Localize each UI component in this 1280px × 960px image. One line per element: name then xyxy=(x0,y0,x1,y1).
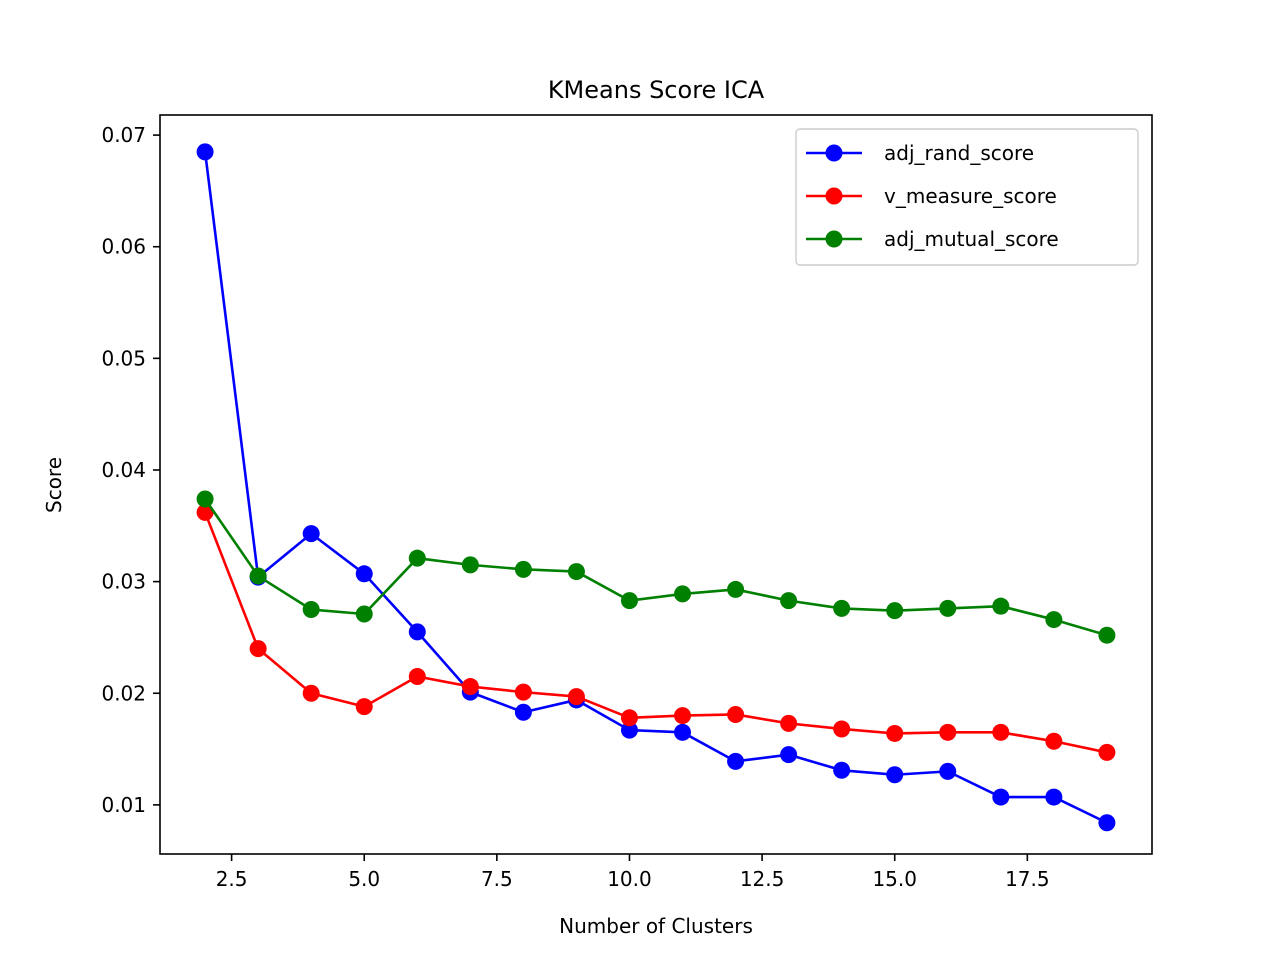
data-point xyxy=(833,761,851,779)
x-tick-label: 12.5 xyxy=(740,867,785,891)
y-tick-label: 0.06 xyxy=(101,235,146,259)
legend-item: adj_mutual_score xyxy=(806,227,1059,251)
data-point xyxy=(780,714,798,732)
data-point xyxy=(886,766,904,784)
data-point xyxy=(355,605,373,623)
legend-label: v_measure_score xyxy=(884,184,1057,208)
series-v-measure-score xyxy=(196,503,1116,761)
data-point xyxy=(992,723,1010,741)
data-point xyxy=(727,580,745,598)
data-point xyxy=(674,585,692,603)
legend-box xyxy=(795,128,1139,266)
data-point xyxy=(249,640,267,658)
data-point xyxy=(1045,611,1063,629)
data-point xyxy=(302,601,320,619)
data-point xyxy=(992,788,1010,806)
x-axis-title: Number of Clusters xyxy=(559,914,753,938)
data-point xyxy=(249,567,267,585)
data-point xyxy=(461,556,479,574)
y-axis-title: Score xyxy=(42,457,66,513)
data-point xyxy=(674,723,692,741)
series-adj-mutual-score xyxy=(196,490,1116,644)
y-tick-label: 0.03 xyxy=(101,570,146,594)
data-point xyxy=(620,592,638,610)
legend-label: adj_mutual_score xyxy=(884,227,1059,251)
data-point xyxy=(833,599,851,617)
data-point xyxy=(196,503,214,521)
series-layer xyxy=(196,143,1116,832)
plot-area-frame xyxy=(159,114,1153,855)
legend-marker xyxy=(825,144,843,162)
x-tick-label: 7.5 xyxy=(481,867,513,891)
data-point xyxy=(886,724,904,742)
data-point xyxy=(355,698,373,716)
legend-marker xyxy=(825,187,843,205)
x-tick-label: 15.0 xyxy=(872,867,917,891)
x-tick-label: 5.0 xyxy=(348,867,380,891)
data-point xyxy=(939,723,957,741)
legend-item: adj_rand_score xyxy=(806,141,1034,165)
data-point xyxy=(992,597,1010,615)
data-point xyxy=(196,490,214,508)
data-point xyxy=(355,565,373,583)
legend: adj_rand_score v_measure_score adj_mutual_… xyxy=(795,128,1139,266)
data-point xyxy=(408,623,426,641)
y-tick-label: 0.02 xyxy=(101,681,146,705)
y-tick-label: 0.07 xyxy=(101,123,146,147)
data-point xyxy=(780,592,798,610)
data-point xyxy=(833,720,851,738)
data-point xyxy=(514,560,532,578)
series-line xyxy=(204,498,1108,637)
data-point xyxy=(886,602,904,620)
data-point xyxy=(514,683,532,701)
data-point xyxy=(939,599,957,617)
series-line xyxy=(203,151,1108,824)
chart-title: KMeans Score ICA xyxy=(548,76,765,104)
legend-marker xyxy=(825,230,843,248)
data-point xyxy=(408,668,426,686)
data-point xyxy=(302,684,320,702)
data-point xyxy=(461,678,479,696)
legend-item: v_measure_score xyxy=(806,184,1057,208)
data-point xyxy=(727,705,745,723)
legend-label: adj_rand_score xyxy=(884,141,1034,165)
data-point xyxy=(620,709,638,727)
data-point xyxy=(408,549,426,567)
data-point xyxy=(727,752,745,770)
y-tick-label: 0.01 xyxy=(101,793,146,817)
data-point xyxy=(1045,788,1063,806)
data-point xyxy=(567,688,585,706)
data-point xyxy=(939,762,957,780)
data-point xyxy=(1045,732,1063,750)
data-point xyxy=(1098,743,1116,761)
data-point xyxy=(674,707,692,725)
data-point xyxy=(620,721,638,739)
data-point xyxy=(1098,626,1116,644)
data-point xyxy=(196,143,214,161)
data-point xyxy=(302,525,320,543)
data-point xyxy=(1098,814,1116,832)
data-point xyxy=(514,703,532,721)
x-axis: 2.5 5.0 7.5 10.0 12.5 15.0 17.5 xyxy=(216,854,1050,891)
y-tick-label: 0.04 xyxy=(101,458,146,482)
y-tick-label: 0.05 xyxy=(101,346,146,370)
series-line xyxy=(203,511,1108,754)
data-point xyxy=(780,746,798,764)
x-tick-label: 17.5 xyxy=(1005,867,1050,891)
y-axis: 0.01 0.02 0.03 0.04 0.05 0.06 0.07 xyxy=(101,123,160,817)
data-point xyxy=(567,563,585,581)
x-tick-label: 2.5 xyxy=(216,867,248,891)
x-tick-label: 10.0 xyxy=(607,867,652,891)
